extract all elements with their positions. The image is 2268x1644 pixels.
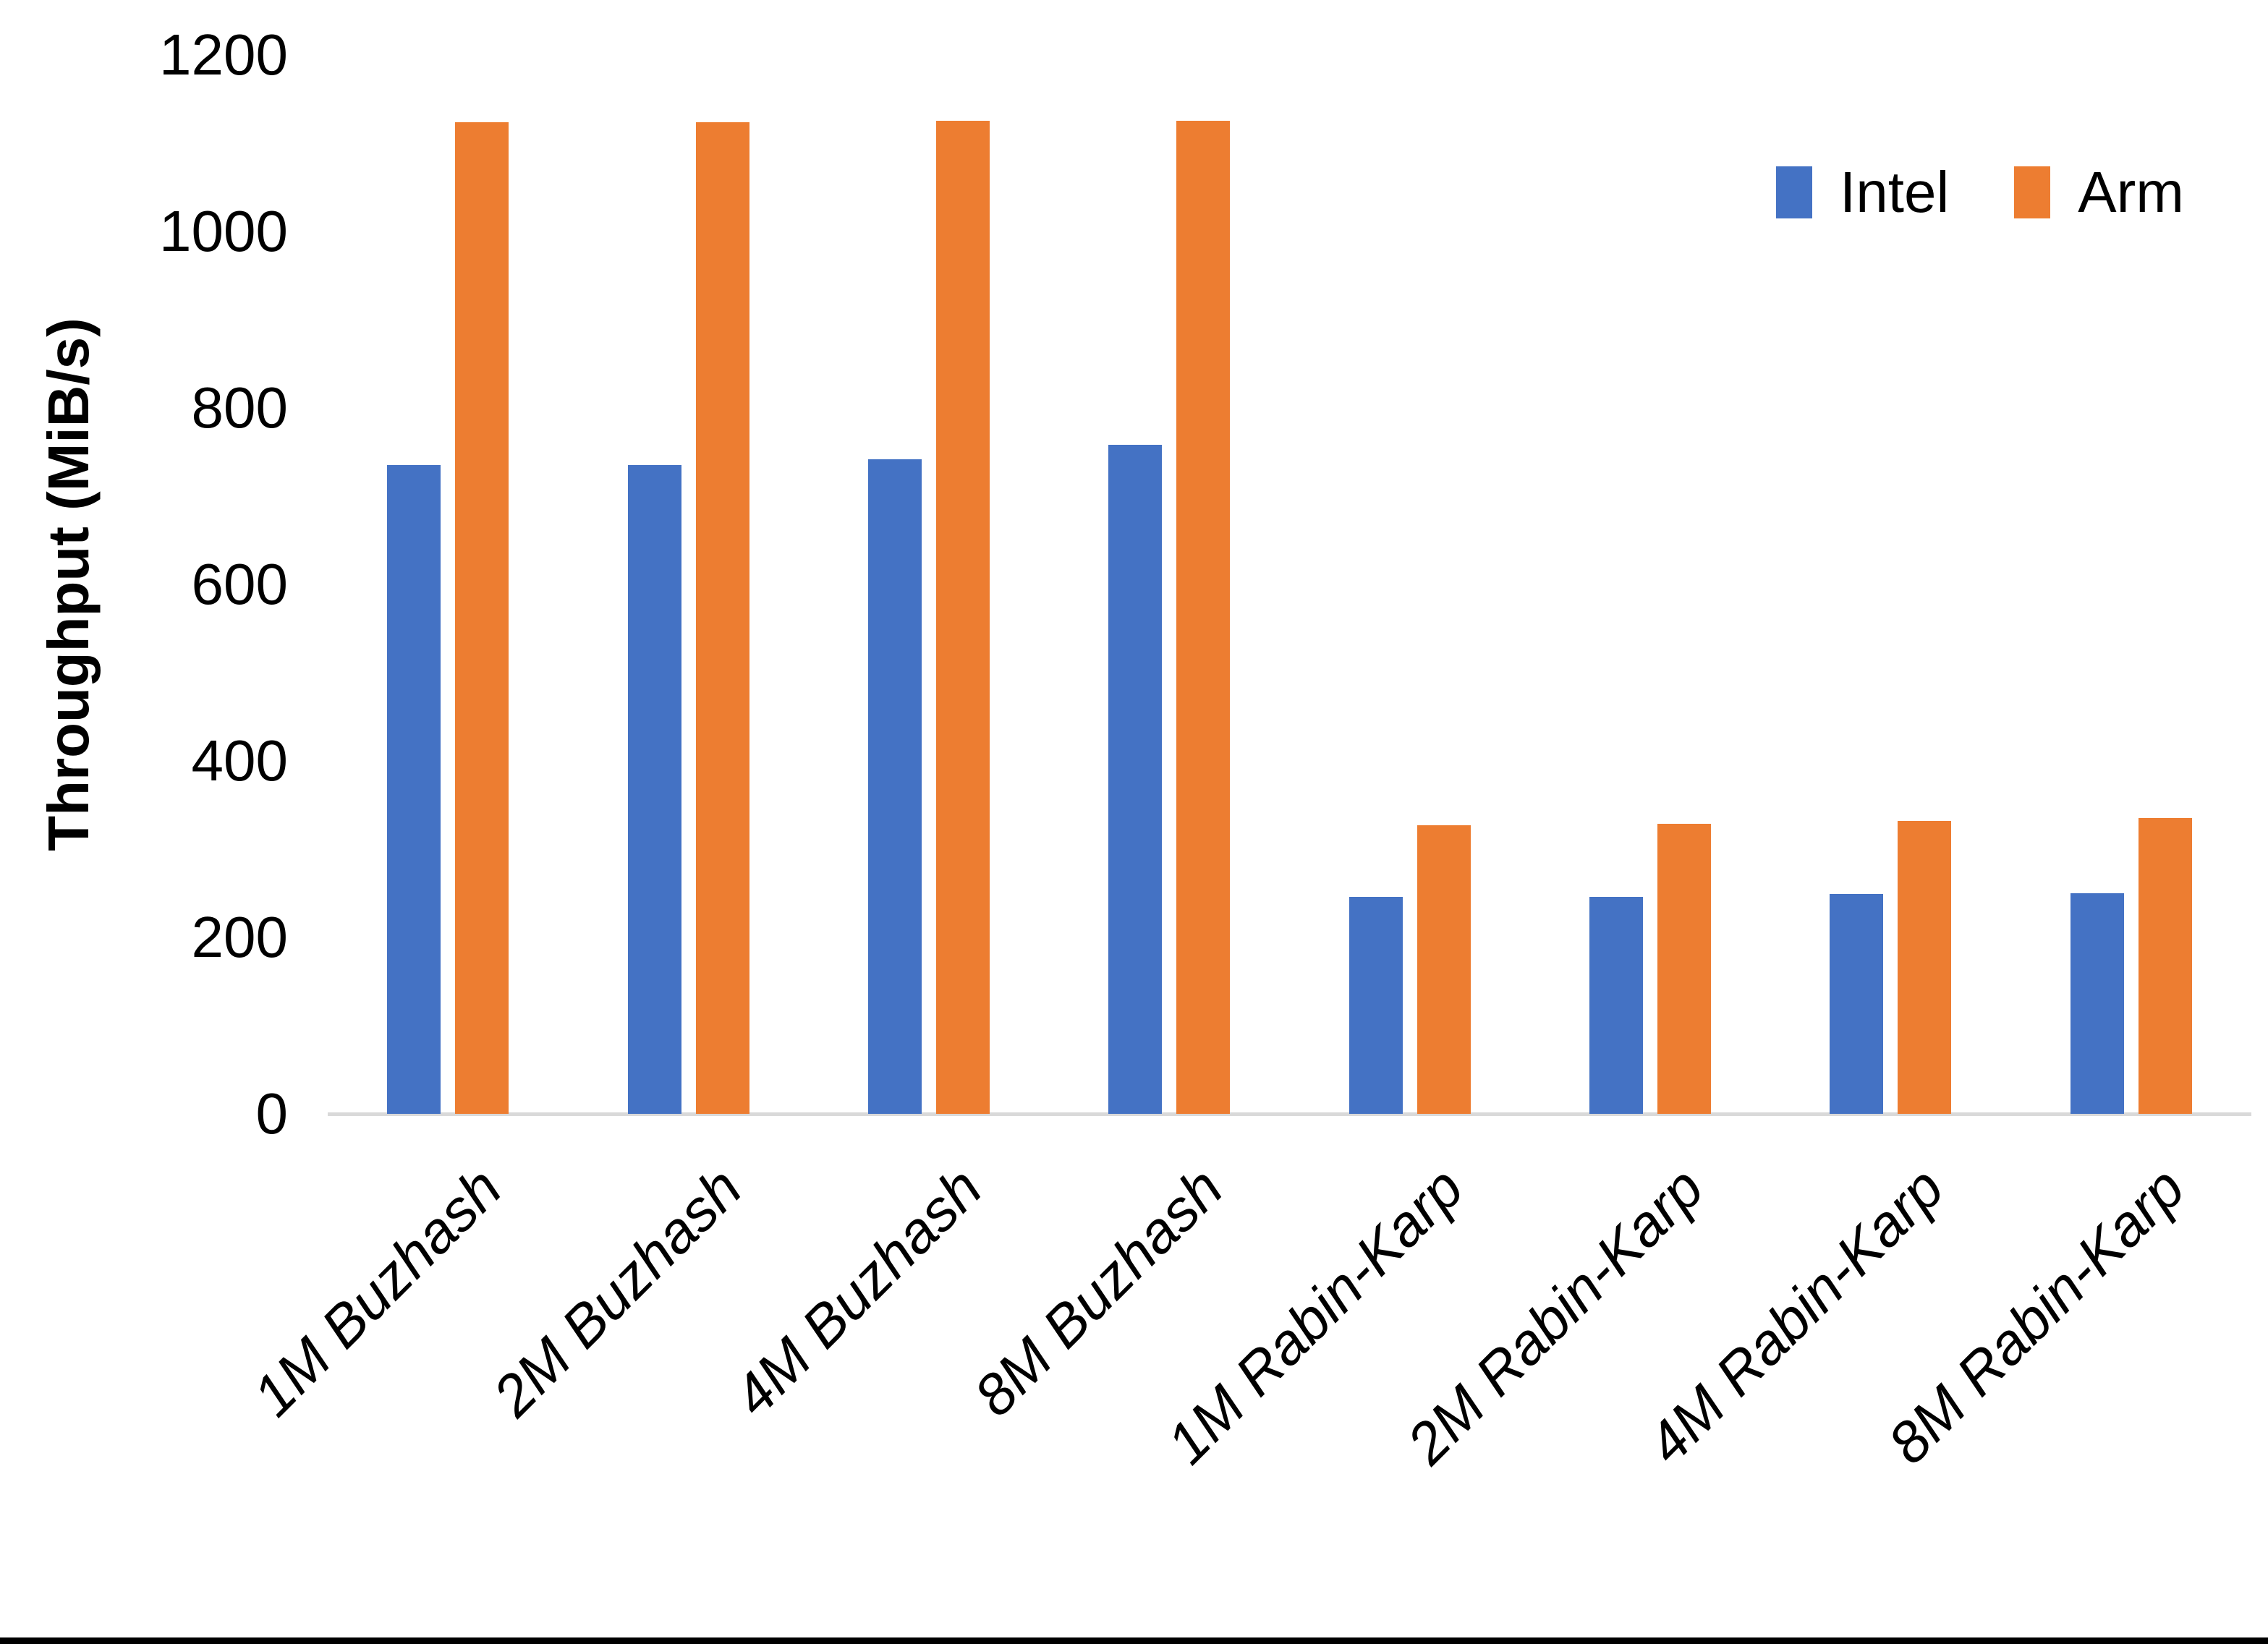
x-category-label: 2M Buzhash [480,1155,754,1428]
bar-arm-2 [696,122,749,1114]
y-tick-label: 1200 [159,22,288,87]
legend-label-intel: Intel [1840,160,1950,224]
bar-intel-6 [1589,897,1643,1114]
y-tick-label: 1000 [159,199,288,263]
bar-intel-8 [2070,893,2124,1114]
bar-intel-4 [1108,445,1162,1114]
y-tick-label: 800 [191,375,288,440]
bar-intel-7 [1830,894,1883,1114]
legend: Intel Arm [1776,161,2184,224]
legend-item-intel: Intel [1776,161,1949,224]
bar-arm-5 [1417,825,1471,1114]
legend-item-arm: Arm [2014,161,2184,224]
bar-intel-2 [628,465,681,1114]
x-axis-line [328,1112,2251,1116]
legend-label-arm: Arm [2078,160,2184,224]
bar-arm-1 [455,122,509,1114]
y-tick-label: 400 [191,728,288,793]
page-bottom-border [0,1637,2268,1644]
bar-intel-5 [1349,897,1403,1114]
bar-arm-8 [2139,818,2192,1114]
bar-arm-6 [1657,824,1711,1114]
bar-arm-7 [1898,821,1951,1114]
x-category-label: 8M Buzhash [961,1155,1235,1428]
bar-intel-1 [387,465,441,1114]
x-category-label: 1M Buzhash [240,1155,514,1428]
y-tick-label: 0 [255,1081,289,1146]
bar-intel-3 [868,459,922,1114]
y-tick-label: 200 [191,905,288,969]
bar-arm-4 [1176,121,1230,1114]
legend-swatch-intel [1776,166,1812,218]
x-category-label: 4M Buzhash [721,1155,995,1428]
y-tick-label: 600 [191,552,288,616]
legend-swatch-arm [2014,166,2051,218]
bar-arm-3 [936,121,990,1114]
